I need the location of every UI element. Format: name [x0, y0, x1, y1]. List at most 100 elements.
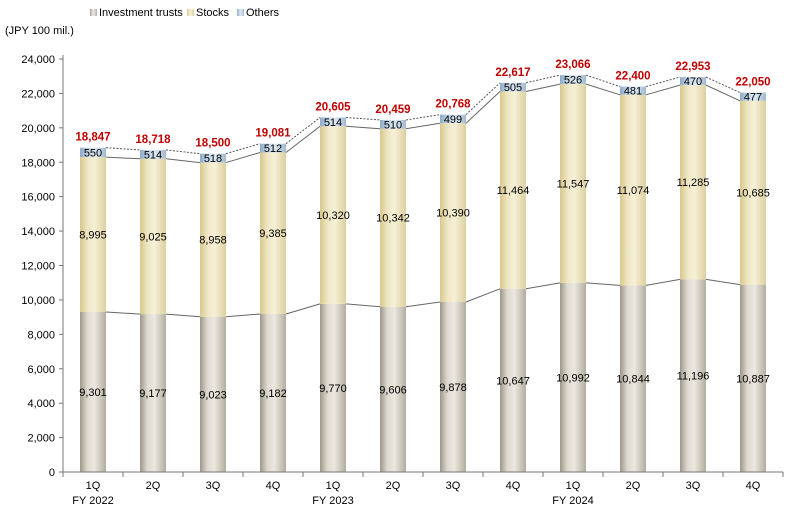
- bar-segment: [200, 316, 226, 472]
- total-label: 18,500: [195, 138, 230, 150]
- bar-segment: [320, 117, 346, 127]
- y-tick-label: 14,000: [21, 226, 55, 238]
- y-tick-label: 20,000: [21, 123, 55, 135]
- connector-0: [105, 311, 141, 315]
- bar-segment: [620, 86, 646, 95]
- legend-swatch: [90, 9, 97, 16]
- connector-2: [465, 82, 501, 115]
- data-label: 10,342: [376, 213, 410, 225]
- x-tick-label: 2Q: [626, 480, 641, 492]
- bar-segment: [440, 123, 466, 303]
- total-label: 22,953: [675, 61, 710, 73]
- total-label: 18,847: [75, 132, 110, 144]
- data-label: 481: [624, 86, 642, 98]
- bar-segment: [500, 82, 526, 92]
- y-tick-label: 10,000: [21, 295, 55, 307]
- data-label: 10,992: [556, 372, 590, 384]
- bar-segment: [620, 285, 646, 472]
- data-label: 11,196: [677, 371, 710, 383]
- bar-segment: [260, 143, 286, 153]
- bar-segment: [200, 153, 226, 163]
- data-label: 10,844: [616, 374, 650, 386]
- data-label: 9,878: [439, 382, 467, 394]
- data-label: 499: [444, 114, 462, 126]
- connector-lines: [105, 74, 741, 318]
- bar-segment: [500, 91, 526, 289]
- bar-segment: [260, 152, 286, 314]
- data-label: 505: [504, 82, 522, 94]
- bar-segment: [320, 303, 346, 472]
- fiscal-year-label: FY 2022: [72, 495, 113, 507]
- fiscal-year-label: FY 2023: [312, 495, 353, 507]
- connector-0: [525, 282, 561, 290]
- x-tick-label: 2Q: [386, 480, 401, 492]
- connector-2: [405, 114, 441, 121]
- connector-2: [645, 76, 681, 88]
- bars: [80, 75, 766, 472]
- connector-0: [165, 313, 201, 318]
- data-label: 514: [324, 117, 342, 129]
- connector-2: [105, 147, 141, 151]
- connector-1: [465, 91, 501, 124]
- data-label: 10,320: [316, 210, 350, 222]
- data-label: 11,285: [677, 177, 710, 189]
- connector-2: [705, 76, 741, 94]
- total-label: 18,718: [135, 134, 171, 146]
- bar-segment: [380, 128, 406, 307]
- data-label: 10,647: [496, 375, 530, 387]
- y-tick-label: 0: [49, 467, 55, 479]
- data-label: 9,385: [259, 228, 287, 240]
- connector-1: [525, 83, 561, 92]
- bar-segment: [620, 94, 646, 286]
- total-label: 22,050: [735, 77, 770, 89]
- x-tick-label: 1Q: [566, 480, 581, 492]
- x-tick-label: 3Q: [686, 480, 701, 492]
- legend: Investment trusts Stocks Others: [90, 7, 280, 19]
- bar-segment: [380, 306, 406, 472]
- y-tick-label: 2,000: [27, 433, 55, 445]
- x-tick-label: 1Q: [326, 480, 341, 492]
- connector-2: [525, 74, 561, 84]
- segment-labels: 9,301 8,995 550 9,177 9,025 514 9,023 8,958 518 9…: [79, 75, 770, 402]
- bar-segment: [740, 284, 766, 472]
- total-label: 20,605: [315, 101, 351, 113]
- bar-segment: [80, 147, 106, 158]
- x-tick-label: 2Q: [146, 480, 161, 492]
- data-label: 9,182: [259, 388, 287, 400]
- data-label: 9,025: [139, 231, 167, 243]
- data-label: 9,023: [199, 389, 227, 401]
- bar-segment: [500, 288, 526, 472]
- connector-0: [705, 278, 741, 286]
- connector-0: [345, 303, 381, 308]
- connector-1: [405, 122, 441, 130]
- connector-2: [165, 149, 201, 155]
- bar-segment: [140, 158, 166, 315]
- y-tick-label: 12,000: [21, 261, 55, 273]
- y-tick-label: 22,000: [21, 88, 55, 100]
- total-label: 22,400: [615, 71, 650, 83]
- bar-segment: [320, 126, 346, 304]
- y-axis-label: (JPY 100 mil.): [5, 25, 74, 37]
- connector-2: [345, 116, 381, 121]
- y-tick-label: 16,000: [21, 192, 55, 204]
- data-label: 512: [264, 143, 282, 155]
- bar-segment: [560, 282, 586, 472]
- connector-2: [585, 74, 621, 88]
- connector-1: [585, 83, 621, 96]
- data-label: 11,074: [617, 185, 650, 197]
- total-labels: 18,847 18,718 18,500 19,081 20,605 20,459 20,7…: [75, 59, 770, 150]
- total-label: 23,066: [555, 59, 590, 71]
- bar-segment: [680, 85, 706, 280]
- connector-2: [285, 117, 321, 145]
- x-tick-label: 4Q: [506, 480, 521, 492]
- legend-label: Stocks: [196, 7, 230, 19]
- connector-0: [465, 288, 501, 303]
- data-label: 10,685: [736, 188, 770, 200]
- legend-label: Others: [246, 7, 280, 19]
- data-label: 11,547: [557, 178, 590, 190]
- connector-1: [645, 84, 681, 96]
- bar-segment: [440, 114, 466, 124]
- data-label: 550: [84, 147, 102, 159]
- connector-1: [105, 156, 141, 160]
- bar-segment: [200, 162, 226, 317]
